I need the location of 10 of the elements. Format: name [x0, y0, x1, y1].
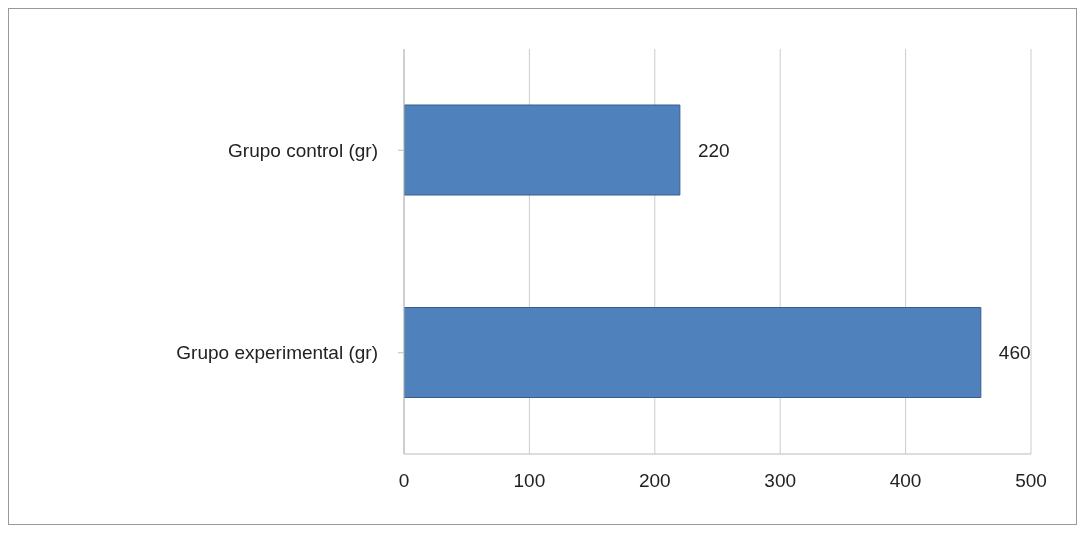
data-label: 460 — [998, 342, 1031, 364]
x-tick-label: 200 — [638, 470, 671, 492]
x-tick-label: 400 — [889, 470, 922, 492]
y-tick-label: Grupo experimental (gr) — [176, 342, 378, 364]
x-tick-label: 100 — [513, 470, 546, 492]
data-label: 220 — [697, 139, 730, 161]
x-tick-label: 0 — [398, 470, 410, 492]
x-tick-label: 500 — [1015, 470, 1047, 492]
x-tick-label: 300 — [764, 470, 797, 492]
y-tick-label: Grupo control (gr) — [228, 139, 378, 161]
